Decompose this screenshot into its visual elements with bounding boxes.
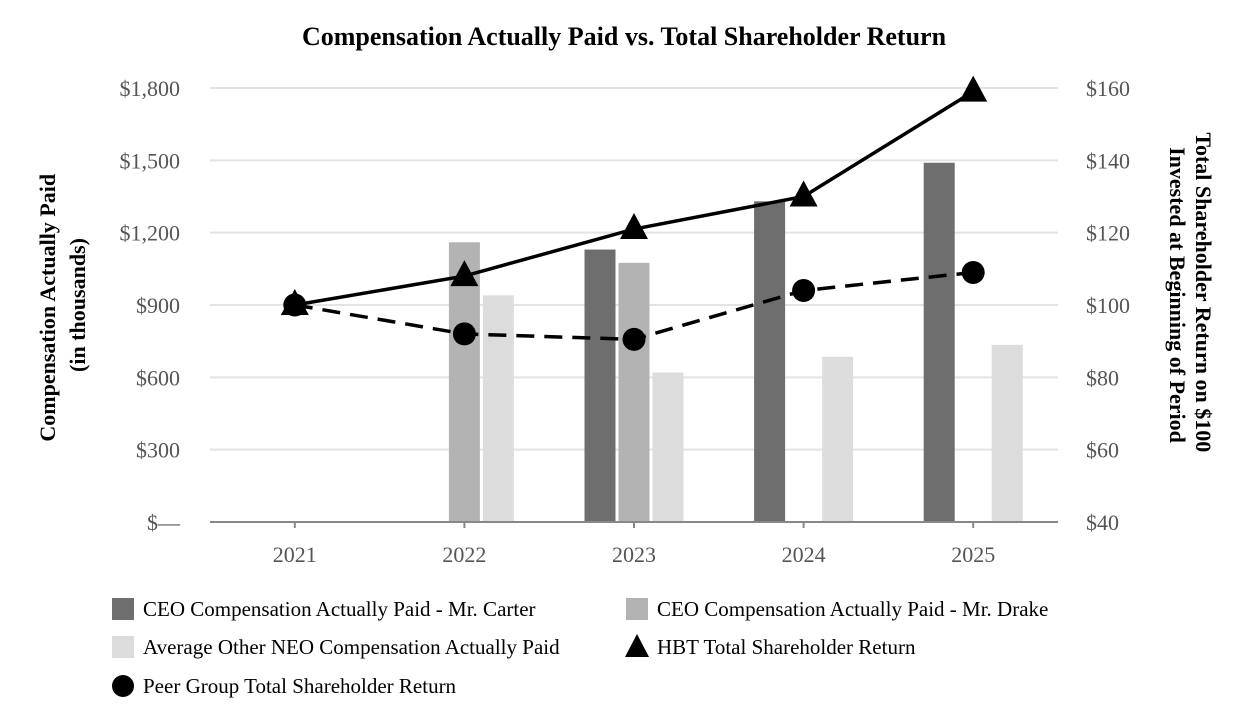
x-tick-label: 2021: [273, 542, 317, 567]
circle-marker: [622, 327, 646, 351]
left-tick-label: $1,500: [120, 148, 181, 173]
legend-circle-marker: [112, 675, 134, 697]
x-tick-label: 2022: [442, 542, 486, 567]
bar: [923, 162, 955, 522]
legend-label: HBT Total Shareholder Return: [657, 635, 916, 659]
left-tick-label: $900: [136, 293, 180, 318]
right-tick-label: $160: [1086, 76, 1130, 101]
triangle-marker: [789, 180, 818, 207]
x-axis-ticks: 2021 2022 2023 2024 2025: [273, 522, 995, 567]
bar: [754, 201, 786, 523]
chart-title: Compensation Actually Paid vs. Total Sha…: [302, 22, 947, 51]
triangle-marker: [450, 260, 479, 287]
circle-marker: [961, 260, 985, 284]
right-tick-label: $140: [1086, 148, 1130, 173]
circle-marker: [283, 293, 307, 317]
right-axis-ticks: $40 $60 $80 $100 $120 $140 $160: [1086, 76, 1130, 535]
left-tick-label: $1,800: [120, 76, 181, 101]
legend-label: Peer Group Total Shareholder Return: [143, 674, 457, 698]
legend-label: CEO Compensation Actually Paid - Mr. Car…: [143, 597, 536, 621]
bar: [448, 242, 480, 523]
circle-marker: [792, 279, 816, 303]
x-tick-label: 2023: [612, 542, 656, 567]
bar: [991, 344, 1023, 522]
legend-label: Average Other NEO Compensation Actually …: [143, 635, 560, 659]
left-axis-ticks: $— $300 $600 $900 $1,200 $1,500 $1,800: [120, 76, 182, 535]
bar: [822, 356, 854, 522]
left-tick-label: $—: [147, 510, 181, 535]
right-tick-label: $60: [1086, 438, 1119, 463]
bar: [652, 372, 684, 522]
bar: [618, 262, 650, 522]
triangle-marker: [959, 75, 988, 102]
right-tick-label: $40: [1086, 510, 1119, 535]
x-tick-label: 2025: [951, 542, 995, 567]
right-tick-label: $120: [1086, 221, 1130, 246]
legend-swatch: [626, 598, 648, 620]
bar: [482, 295, 514, 522]
legend: CEO Compensation Actually Paid - Mr. Car…: [112, 597, 1048, 698]
triangle-marker: [620, 213, 648, 240]
legend-label: CEO Compensation Actually Paid - Mr. Dra…: [657, 597, 1048, 621]
bar: [584, 249, 616, 523]
x-tick-label: 2024: [782, 542, 826, 567]
legend-swatch: [112, 598, 134, 620]
right-tick-label: $80: [1086, 365, 1119, 390]
bars: [448, 162, 1023, 523]
left-tick-label: $300: [136, 438, 180, 463]
right-tick-label: $100: [1086, 293, 1130, 318]
right-axis-title: Total Shareholder Return on $100 Investe…: [1165, 132, 1216, 457]
left-axis-title: Compensation Actually Paid (in thousands…: [35, 168, 90, 441]
left-tick-label: $1,200: [120, 221, 181, 246]
legend-swatch: [112, 636, 134, 658]
tsr-lines: [280, 75, 988, 351]
circle-marker: [452, 322, 476, 346]
legend-triangle-marker: [625, 634, 649, 657]
left-tick-label: $600: [136, 365, 180, 390]
